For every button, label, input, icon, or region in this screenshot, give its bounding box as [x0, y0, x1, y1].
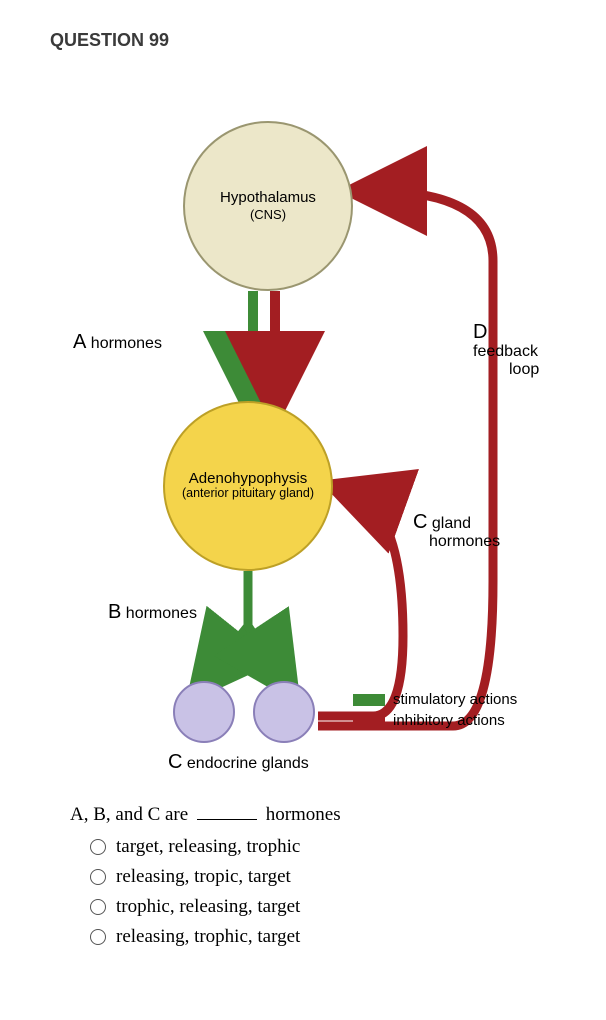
legend-inhibitory: inhibitory actions — [353, 712, 517, 729]
stem-suffix: hormones — [261, 804, 341, 825]
adenohypophysis-node: Adenohypophysis (anterior pituitary glan… — [163, 401, 333, 571]
label-C-glands: C endocrine glands — [168, 751, 309, 773]
radio-icon — [90, 869, 106, 885]
label-A-letter: A — [73, 331, 86, 353]
option-1[interactable]: releasing, tropic, target — [90, 866, 556, 888]
option-2[interactable]: trophic, releasing, target — [90, 896, 556, 918]
hypothalamus-sub: (CNS) — [220, 207, 316, 223]
endocrine-node-left — [173, 681, 235, 743]
arrow-B-right — [248, 571, 281, 676]
stem-prefix: A, B, and C are — [70, 804, 193, 825]
endocrine-node-right — [253, 681, 315, 743]
label-Ch-letter: C — [413, 511, 427, 533]
label-D-text1: feedback — [473, 343, 538, 360]
option-1-text: releasing, tropic, target — [116, 866, 291, 888]
legend-inh-text: inhibitory actions — [393, 712, 505, 729]
label-B-text: hormones — [121, 605, 197, 622]
legend: stimulatory actions inhibitory actions — [353, 691, 517, 733]
label-D-letter: D — [473, 321, 487, 343]
radio-icon — [90, 839, 106, 855]
label-Cg-letter: C — [168, 751, 182, 773]
arrow-C-feedback — [318, 493, 403, 716]
blank — [197, 801, 257, 820]
label-B: B hormones — [108, 601, 197, 623]
label-C-hormones: C gland hormones — [413, 511, 500, 551]
radio-icon — [90, 899, 106, 915]
legend-stimulatory: stimulatory actions — [353, 691, 517, 708]
diagram: Hypothalamus (CNS) Adenohypophysis (ante… — [53, 81, 553, 781]
option-0-text: target, releasing, trophic — [116, 836, 300, 858]
label-D: D feedback loop — [473, 321, 553, 378]
legend-swatch-green — [353, 694, 385, 706]
label-A: A hormones — [73, 331, 162, 353]
question-title: QUESTION 99 — [50, 30, 556, 51]
option-0[interactable]: target, releasing, trophic — [90, 836, 556, 858]
option-2-text: trophic, releasing, target — [116, 896, 300, 918]
arrow-D-feedback — [318, 191, 493, 726]
label-B-letter: B — [108, 601, 121, 623]
legend-stim-text: stimulatory actions — [393, 691, 517, 708]
option-3[interactable]: releasing, trophic, target — [90, 926, 556, 948]
options-list: target, releasing, trophic releasing, tr… — [90, 836, 556, 948]
label-A-text: hormones — [86, 335, 162, 352]
option-3-text: releasing, trophic, target — [116, 926, 300, 948]
hypothalamus-label: Hypothalamus — [220, 189, 316, 207]
label-D-text2: loop — [509, 361, 539, 378]
radio-icon — [90, 929, 106, 945]
label-Ch-text2: hormones — [429, 533, 500, 550]
label-Cg-text: endocrine glands — [182, 755, 308, 772]
label-Ch-text1: gland — [427, 515, 471, 532]
adeno-sub: (anterior pituitary gland) — [182, 487, 314, 501]
hypothalamus-node: Hypothalamus (CNS) — [183, 121, 353, 291]
question-stem: A, B, and C are hormones — [70, 801, 556, 826]
legend-swatch-red — [353, 715, 385, 727]
arrow-B-left — [208, 571, 248, 676]
adeno-label: Adenohypophysis — [182, 471, 314, 488]
